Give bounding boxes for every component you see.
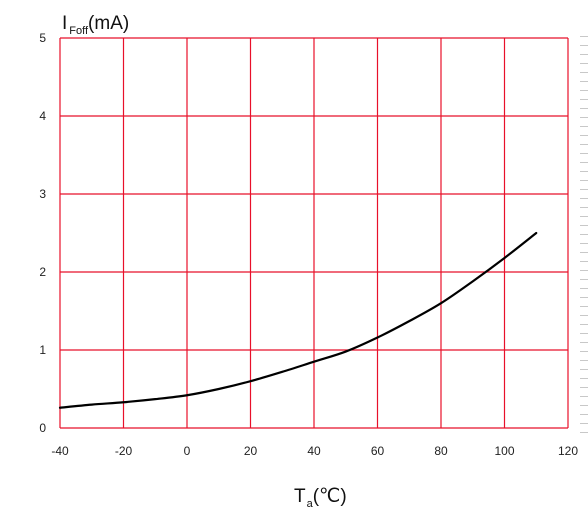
grid [59,37,569,429]
x-tick-labels: -40 -20 0 20 40 60 80 100 120 [51,444,578,458]
y-tick-label: 4 [39,109,46,123]
x-tick-label: 0 [184,444,191,458]
y-tick-label: 1 [39,343,46,357]
y-tick-label: 0 [39,421,46,435]
y-tick-label: 3 [39,187,46,201]
x-tick-label: 80 [434,444,448,458]
x-tick-label: -20 [115,444,133,458]
y-tick-labels: 0 1 2 3 4 5 [39,31,46,435]
x-axis-title: Ta(℃) [294,486,347,509]
x-tick-label: 40 [307,444,321,458]
x-tick-label: 60 [371,444,385,458]
edge-dashes [580,36,588,436]
series-line [58,231,538,409]
y-tick-label: 5 [39,31,46,45]
x-tick-label: 20 [244,444,258,458]
x-tick-label: 120 [558,444,578,458]
x-tick-label: -40 [51,444,69,458]
y-axis-title: I Foff(mA) [62,13,129,37]
x-tick-label: 100 [494,444,514,458]
y-tick-label: 2 [39,265,46,279]
